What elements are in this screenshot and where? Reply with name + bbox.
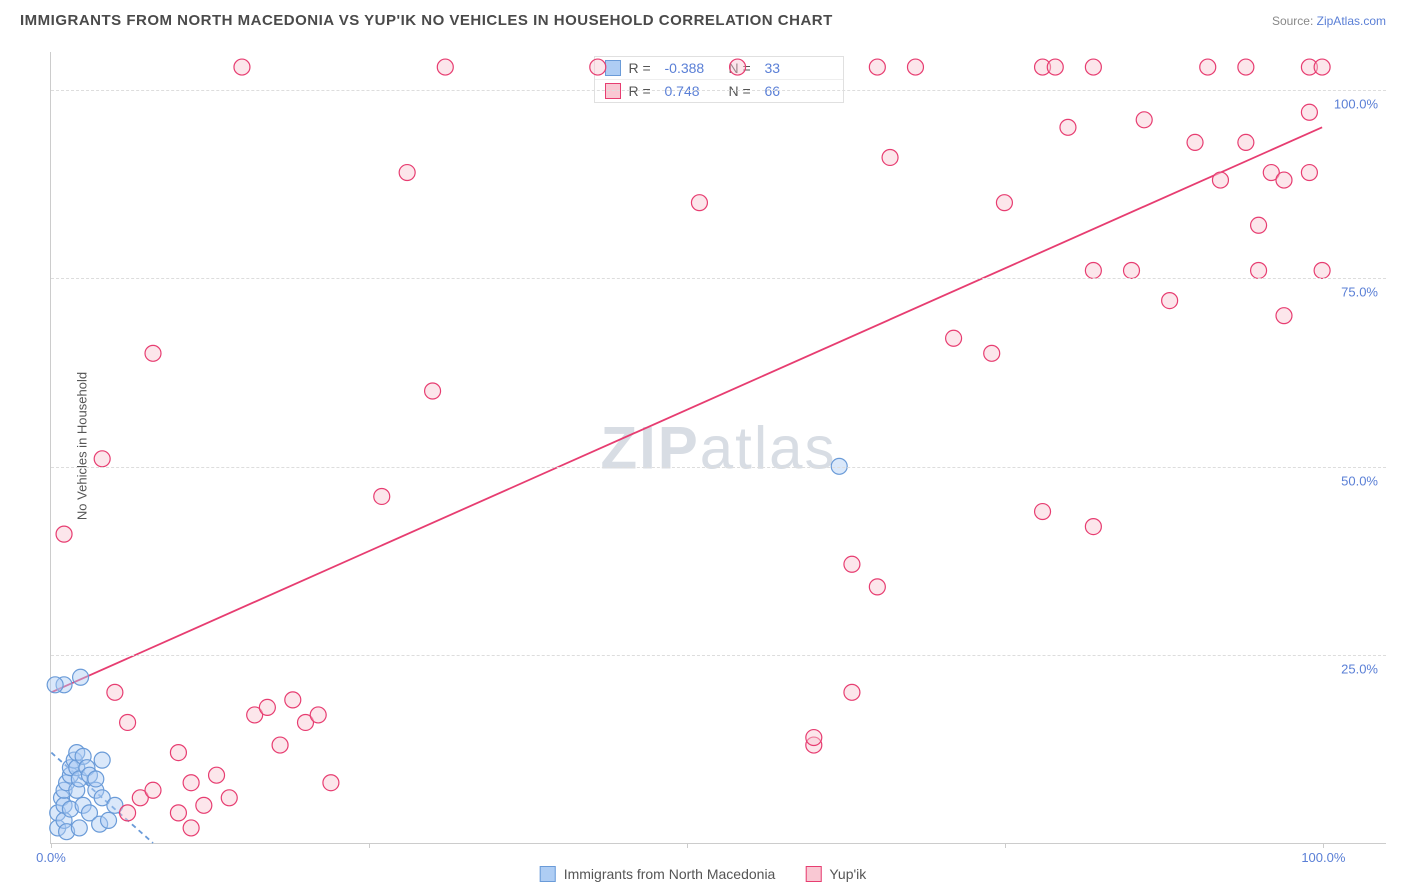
data-point-yupik bbox=[1124, 262, 1140, 278]
gridline-horizontal bbox=[51, 467, 1386, 468]
data-point-yupik bbox=[183, 820, 199, 836]
data-point-yupik bbox=[183, 775, 199, 791]
data-point-yupik bbox=[425, 383, 441, 399]
data-point-macedonia bbox=[73, 669, 89, 685]
data-point-macedonia bbox=[101, 812, 117, 828]
gridline-horizontal bbox=[51, 655, 1386, 656]
x-tick-mark bbox=[51, 843, 52, 848]
data-point-yupik bbox=[907, 59, 923, 75]
data-point-yupik bbox=[691, 195, 707, 211]
data-point-yupik bbox=[1085, 262, 1101, 278]
data-point-yupik bbox=[1301, 104, 1317, 120]
trend-line-yupik bbox=[51, 127, 1322, 692]
y-tick-label: 75.0% bbox=[1341, 285, 1378, 300]
data-point-yupik bbox=[374, 488, 390, 504]
x-tick-mark bbox=[687, 843, 688, 848]
legend-label: Immigrants from North Macedonia bbox=[564, 866, 776, 882]
source-attribution: Source: ZipAtlas.com bbox=[1272, 14, 1386, 28]
data-point-yupik bbox=[869, 579, 885, 595]
data-point-yupik bbox=[170, 805, 186, 821]
data-point-yupik bbox=[221, 790, 237, 806]
data-point-yupik bbox=[1187, 134, 1203, 150]
data-point-yupik bbox=[806, 730, 822, 746]
data-point-macedonia bbox=[94, 752, 110, 768]
data-point-yupik bbox=[120, 805, 136, 821]
gridline-horizontal bbox=[51, 90, 1386, 91]
source-link[interactable]: ZipAtlas.com bbox=[1317, 14, 1386, 28]
data-point-yupik bbox=[1047, 59, 1063, 75]
data-point-yupik bbox=[1251, 217, 1267, 233]
data-point-yupik bbox=[94, 451, 110, 467]
data-point-yupik bbox=[1136, 112, 1152, 128]
data-point-yupik bbox=[1276, 172, 1292, 188]
chart-plot-area: ZIPatlas R =-0.388N =33R =0.748N =66 25.… bbox=[50, 52, 1386, 844]
data-point-yupik bbox=[1212, 172, 1228, 188]
data-point-yupik bbox=[1238, 134, 1254, 150]
data-point-yupik bbox=[844, 684, 860, 700]
data-point-yupik bbox=[1314, 59, 1330, 75]
x-tick-label: 100.0% bbox=[1301, 850, 1345, 865]
data-point-yupik bbox=[1085, 519, 1101, 535]
gridline-horizontal bbox=[51, 278, 1386, 279]
data-point-yupik bbox=[1200, 59, 1216, 75]
legend-item-yupik: Yup'ik bbox=[805, 866, 866, 882]
y-tick-label: 100.0% bbox=[1334, 96, 1378, 111]
data-point-macedonia bbox=[88, 771, 104, 787]
data-point-yupik bbox=[259, 699, 275, 715]
data-point-yupik bbox=[107, 684, 123, 700]
data-point-yupik bbox=[323, 775, 339, 791]
data-point-macedonia bbox=[71, 820, 87, 836]
legend-item-macedonia: Immigrants from North Macedonia bbox=[540, 866, 776, 882]
data-point-yupik bbox=[1085, 59, 1101, 75]
data-point-yupik bbox=[984, 345, 1000, 361]
data-point-yupik bbox=[209, 767, 225, 783]
data-point-yupik bbox=[310, 707, 326, 723]
y-tick-label: 50.0% bbox=[1341, 473, 1378, 488]
data-point-yupik bbox=[399, 165, 415, 181]
data-point-yupik bbox=[590, 59, 606, 75]
data-point-yupik bbox=[56, 526, 72, 542]
scatter-svg bbox=[51, 52, 1386, 843]
x-tick-mark bbox=[369, 843, 370, 848]
data-point-yupik bbox=[196, 797, 212, 813]
data-point-yupik bbox=[1035, 504, 1051, 520]
source-prefix: Source: bbox=[1272, 14, 1317, 28]
data-point-yupik bbox=[1301, 165, 1317, 181]
data-point-macedonia bbox=[47, 677, 63, 693]
data-point-yupik bbox=[1276, 308, 1292, 324]
legend-label: Yup'ik bbox=[829, 866, 866, 882]
data-point-yupik bbox=[437, 59, 453, 75]
series-legend: Immigrants from North Macedonia Yup'ik bbox=[540, 866, 867, 882]
data-point-yupik bbox=[730, 59, 746, 75]
data-point-yupik bbox=[285, 692, 301, 708]
data-point-yupik bbox=[946, 330, 962, 346]
data-point-yupik bbox=[1251, 262, 1267, 278]
y-tick-label: 25.0% bbox=[1341, 662, 1378, 677]
swatch-yupik bbox=[805, 866, 821, 882]
data-point-yupik bbox=[1314, 262, 1330, 278]
data-point-yupik bbox=[1238, 59, 1254, 75]
data-point-yupik bbox=[1060, 119, 1076, 135]
data-point-yupik bbox=[120, 714, 136, 730]
data-point-yupik bbox=[996, 195, 1012, 211]
data-point-yupik bbox=[272, 737, 288, 753]
data-point-yupik bbox=[844, 556, 860, 572]
chart-title: IMMIGRANTS FROM NORTH MACEDONIA VS YUP'I… bbox=[20, 12, 833, 29]
x-tick-mark bbox=[1005, 843, 1006, 848]
x-tick-mark bbox=[1323, 843, 1324, 848]
data-point-yupik bbox=[882, 149, 898, 165]
data-point-yupik bbox=[170, 745, 186, 761]
data-point-yupik bbox=[234, 59, 250, 75]
data-point-yupik bbox=[145, 782, 161, 798]
swatch-macedonia bbox=[540, 866, 556, 882]
data-point-yupik bbox=[869, 59, 885, 75]
x-tick-label: 0.0% bbox=[36, 850, 66, 865]
data-point-yupik bbox=[1162, 293, 1178, 309]
data-point-yupik bbox=[145, 345, 161, 361]
